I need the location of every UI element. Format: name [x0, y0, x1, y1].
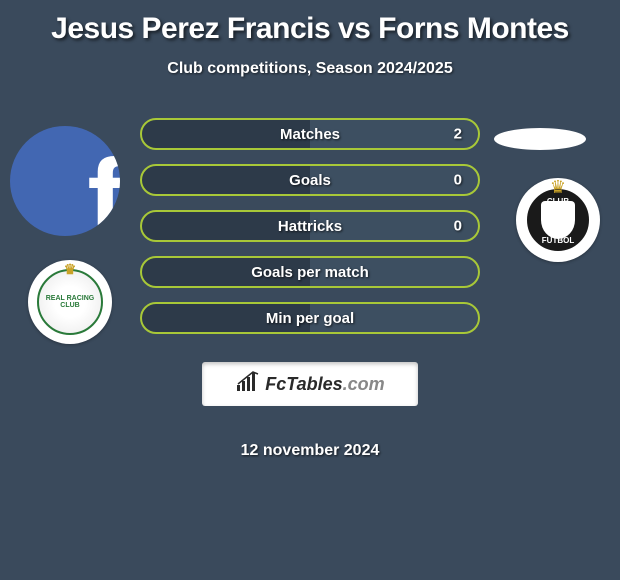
team-badge-right-text-bottom: FUTBOL [542, 236, 574, 245]
stat-row-min-per-goal: Min per goal [140, 302, 480, 334]
crown-icon: ♛ [550, 177, 566, 198]
stat-pill-stack: Matches 2 Goals 0 Hattricks 0 Goals per … [140, 118, 480, 460]
player-avatar-left: f [10, 126, 120, 236]
page-subtitle: Club competitions, Season 2024/2025 [0, 60, 620, 78]
team-badge-right-text-top: CLUB [547, 197, 569, 206]
stat-value-right: 2 [454, 126, 462, 143]
stat-row-hattricks: Hattricks 0 [140, 210, 480, 242]
player-avatar-right [494, 128, 586, 150]
brand-logo-text: FcTables.com [265, 374, 384, 395]
brand-logo-box: FcTables.com [202, 362, 418, 406]
stat-row-goals-per-match: Goals per match [140, 256, 480, 288]
facebook-icon: f [87, 144, 120, 236]
stat-label: Min per goal [266, 310, 354, 327]
chart-icon [235, 371, 261, 398]
stat-row-goals: Goals 0 [140, 164, 480, 196]
stat-value-right: 0 [454, 218, 462, 235]
date-text: 12 november 2024 [241, 442, 380, 460]
stat-label: Matches [280, 126, 340, 143]
page-title: Jesus Perez Francis vs Forns Montes [0, 0, 620, 46]
stat-row-matches: Matches 2 [140, 118, 480, 150]
team-badge-left-text: REAL RACING CLUB [39, 295, 101, 309]
stat-label: Goals [289, 172, 331, 189]
team-badge-right: ♛ CLUB FUTBOL [516, 178, 600, 262]
stat-label: Goals per match [251, 264, 369, 281]
team-badge-left: ♛ REAL RACING CLUB [28, 260, 112, 344]
crown-icon: ♛ [64, 261, 77, 278]
stat-value-right: 0 [454, 172, 462, 189]
stat-label: Hattricks [278, 218, 342, 235]
shield-icon [541, 201, 575, 239]
